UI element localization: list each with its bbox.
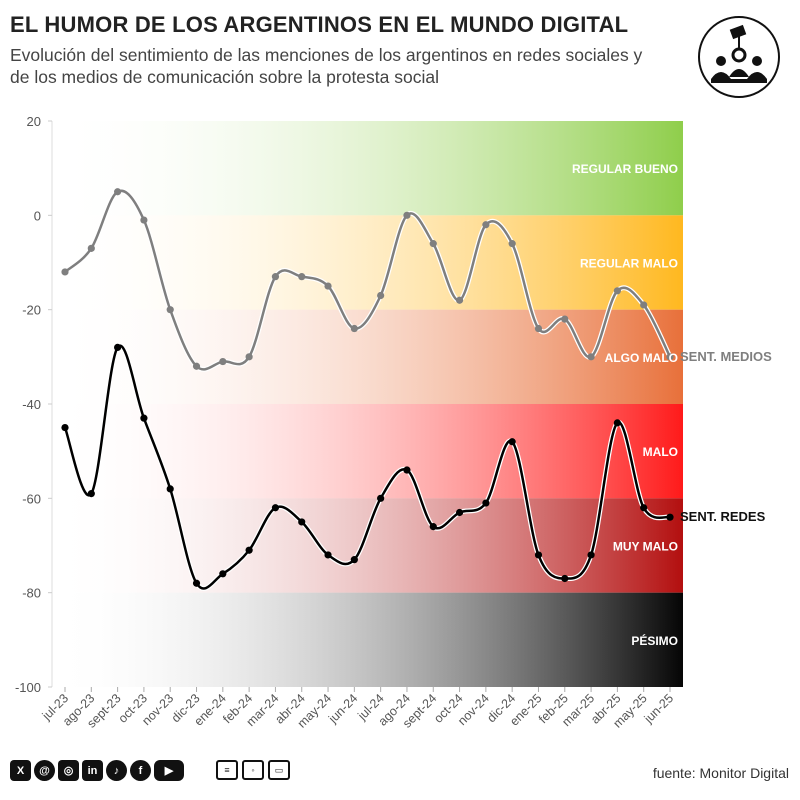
point-sent-redes [640,504,648,512]
page-title: EL HUMOR DE LOS ARGENTINOS EN EL MUNDO D… [10,12,629,37]
instagram-icon: ◎ [58,760,79,781]
linkedin-icon: in [82,760,103,781]
band-algo-malo [52,309,683,404]
point-sent-redes [192,579,201,587]
point-sent-redes [166,485,174,493]
x-tick-label: jun-25 [641,691,676,726]
point-sent-redes [219,570,227,578]
point-sent-redes [271,504,280,512]
band-p-simo [52,592,683,687]
point-sent-redes [87,490,95,498]
y-tick-label: -40 [22,397,41,412]
point-sent-redes [245,546,253,554]
point-sent-redes [482,499,490,507]
band-regular-bueno [52,121,683,216]
point-sent-medios [640,301,648,309]
point-sent-medios [140,216,148,224]
media-icons: ≡ ◦ ▭ [216,760,290,780]
band-label: PÉSIMO [631,633,678,648]
point-sent-redes [561,574,569,583]
point-sent-redes [587,551,595,559]
point-sent-medios [87,244,95,252]
youtube-icon: ▶ [154,760,184,781]
y-tick-label: 20 [27,114,41,129]
source-note: fuente: Monitor Digital [652,765,789,781]
x-icon: X [10,760,31,781]
sentiment-chart: 200-20-40-60-80-100jul-23ago-23sept-23oc… [15,114,772,731]
newspaper-icon: ≡ [216,760,238,780]
point-sent-redes [350,556,358,564]
point-sent-medios [429,240,437,248]
line-sent-redes [63,344,672,590]
x-tick-label: jun-24 [325,691,360,726]
band-label: MALO [643,445,678,459]
point-sent-redes [324,551,332,559]
series-label-sent-medios: SENT. MEDIOS [680,349,772,364]
tiktok-icon: ♪ [106,760,127,781]
band-label: ALGO MALO [605,351,678,365]
point-sent-redes [508,438,516,446]
point-sent-medios [192,362,201,370]
point-sent-medios [350,324,358,333]
point-sent-redes [377,494,385,502]
y-tick-label: -80 [22,586,41,601]
point-sent-medios [455,296,464,304]
point-sent-redes [114,343,122,351]
point-sent-redes [613,419,621,427]
point-sent-redes [534,551,543,559]
point-sent-medios [219,357,227,366]
point-sent-redes [298,518,306,526]
tv-icon: ▭ [268,760,290,780]
protest-logo [698,16,780,98]
point-sent-redes [429,523,437,531]
point-sent-medios [324,282,332,290]
point-sent-redes [140,414,148,422]
point-sent-medios [298,273,306,281]
social-icons: X @ ◎ in ♪ f ▶ [10,760,184,781]
point-sent-medios [561,315,569,323]
point-sent-medios [245,353,253,361]
band-label: REGULAR BUENO [572,162,678,176]
point-sent-medios [534,324,543,333]
point-sent-medios [666,353,674,361]
band-label: REGULAR MALO [580,257,678,271]
point-sent-medios [377,291,385,300]
facebook-icon: f [130,760,151,781]
y-tick-label: -60 [22,491,41,506]
point-sent-medios [482,221,490,229]
point-sent-redes [666,513,674,521]
point-sent-medios [613,287,621,295]
point-sent-medios [271,273,280,281]
y-tick-label: 0 [34,208,41,223]
y-tick-label: -20 [22,303,41,318]
radio-icon: ◦ [242,760,264,780]
point-sent-redes [455,508,464,517]
point-sent-medios [61,268,69,276]
point-sent-medios [403,211,411,219]
y-tick-label: -100 [15,680,41,695]
series-label-sent-redes: SENT. REDES [680,509,766,524]
point-sent-redes [61,423,69,432]
point-sent-medios [587,353,595,361]
point-sent-medios [508,240,516,248]
point-sent-redes [403,466,411,474]
band-muy-malo [52,498,683,593]
point-sent-medios [166,306,174,314]
threads-icon: @ [34,760,55,781]
page-subtitle: Evolución del sentimiento de las mencion… [10,45,643,87]
band-label: MUY MALO [613,540,678,554]
point-sent-medios [114,188,122,196]
